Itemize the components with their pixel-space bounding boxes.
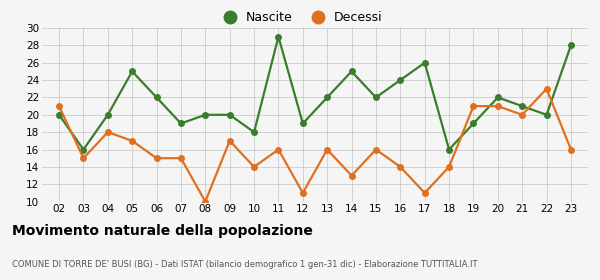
Decessi	[178, 157, 185, 160]
Decessi	[55, 104, 62, 108]
Decessi	[470, 104, 477, 108]
Nascite	[202, 113, 209, 116]
Decessi	[518, 113, 526, 116]
Nascite	[250, 130, 257, 134]
Decessi	[128, 139, 136, 143]
Nascite	[397, 78, 404, 82]
Nascite	[323, 96, 331, 99]
Nascite	[80, 148, 87, 151]
Decessi	[397, 165, 404, 169]
Nascite	[128, 70, 136, 73]
Nascite	[470, 122, 477, 125]
Decessi	[275, 148, 282, 151]
Nascite	[299, 122, 307, 125]
Decessi	[568, 148, 575, 151]
Nascite	[226, 113, 233, 116]
Nascite	[445, 148, 452, 151]
Nascite	[275, 35, 282, 38]
Decessi	[494, 104, 502, 108]
Nascite	[104, 113, 112, 116]
Text: COMUNE DI TORRE DE' BUSI (BG) - Dati ISTAT (bilancio demografico 1 gen-31 dic) -: COMUNE DI TORRE DE' BUSI (BG) - Dati IST…	[12, 260, 478, 269]
Decessi	[348, 174, 355, 177]
Line: Nascite: Nascite	[56, 34, 574, 152]
Decessi	[202, 200, 209, 203]
Decessi	[543, 87, 550, 90]
Decessi	[250, 165, 257, 169]
Decessi	[80, 157, 87, 160]
Nascite	[348, 70, 355, 73]
Decessi	[373, 148, 380, 151]
Decessi	[323, 148, 331, 151]
Line: Decessi: Decessi	[56, 86, 574, 204]
Nascite	[178, 122, 185, 125]
Text: Movimento naturale della popolazione: Movimento naturale della popolazione	[12, 224, 313, 238]
Decessi	[445, 165, 452, 169]
Nascite	[421, 61, 428, 64]
Decessi	[421, 191, 428, 195]
Nascite	[543, 113, 550, 116]
Decessi	[299, 191, 307, 195]
Nascite	[568, 44, 575, 47]
Decessi	[104, 130, 112, 134]
Nascite	[55, 113, 62, 116]
Decessi	[153, 157, 160, 160]
Nascite	[153, 96, 160, 99]
Legend: Nascite, Decessi: Nascite, Decessi	[212, 6, 388, 29]
Decessi	[226, 139, 233, 143]
Nascite	[518, 104, 526, 108]
Nascite	[494, 96, 502, 99]
Nascite	[373, 96, 380, 99]
